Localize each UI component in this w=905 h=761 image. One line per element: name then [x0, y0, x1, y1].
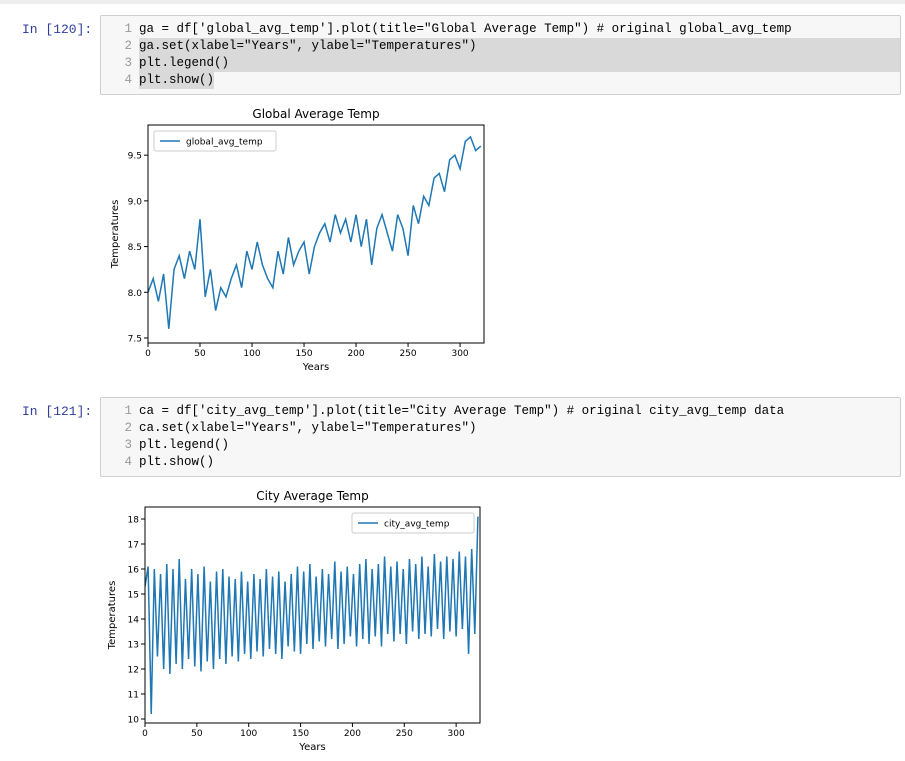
- line-number: 1: [124, 404, 132, 418]
- y-tick-label: 11: [128, 691, 139, 701]
- code-text: plt.legend(): [139, 55, 900, 72]
- line-number: 2: [124, 421, 132, 435]
- legend-label: global_avg_temp: [186, 138, 263, 148]
- y-tick-label: 16: [128, 566, 140, 576]
- legend-box: [153, 130, 277, 152]
- x-tick-label: 150: [292, 729, 309, 739]
- x-tick-label: 250: [396, 729, 413, 739]
- code-text: ga.set(xlabel="Years", ylabel="Temperatu…: [139, 38, 900, 55]
- code-text: plt.legend(): [139, 438, 230, 452]
- x-tick-label: 0: [142, 729, 148, 739]
- y-tick-label: 15: [128, 591, 139, 601]
- y-tick-label: 14: [128, 616, 140, 626]
- x-tick-label: 150: [295, 349, 312, 359]
- x-tick-label: 200: [347, 349, 364, 359]
- plot-frame: [147, 124, 485, 344]
- data-line: [148, 135, 482, 329]
- code-line: 3 plt.legend(): [101, 437, 900, 454]
- code-line: 2 ga.set(xlabel="Years", ylabel="Temperat…: [101, 38, 900, 55]
- chart-title: Global Average Temp: [252, 107, 379, 121]
- chart-title: City Average Temp: [256, 489, 368, 503]
- y-tick-label: 9.0: [128, 197, 143, 207]
- code-text: plt.show(): [139, 455, 215, 469]
- prompt: In [121]:: [22, 404, 93, 419]
- line-number: 4: [124, 455, 132, 469]
- y-tick-label: 12: [128, 666, 139, 676]
- x-tick-label: 200: [344, 729, 361, 739]
- code-line: 1 ga = df['global_avg_temp'].plot(title="…: [101, 21, 900, 38]
- y-tick-label: 7.5: [128, 334, 142, 344]
- x-tick-label: 50: [191, 729, 203, 739]
- x-axis-label: Years: [298, 742, 325, 753]
- x-tick-label: 0: [145, 349, 151, 359]
- x-tick-label: 50: [194, 349, 206, 359]
- y-tick-label: 9.5: [128, 152, 142, 162]
- code-line: 4 plt.show(): [101, 454, 900, 471]
- line-number: 1: [124, 22, 132, 36]
- prompt: In [120]:: [22, 22, 93, 37]
- plot-frame: [144, 506, 481, 724]
- code-line: 3 plt.legend(): [101, 55, 900, 72]
- code-text: ga = df['global_avg_temp'].plot(title="G…: [139, 22, 792, 36]
- code-cell[interactable]: 1 ga = df['global_avg_temp'].plot(title="…: [100, 15, 901, 95]
- y-axis-label: Temperatures: [110, 200, 121, 270]
- line-number: 2: [124, 39, 132, 53]
- y-tick-label: 17: [128, 541, 139, 551]
- x-tick-label: 100: [243, 349, 260, 359]
- x-axis-label: Years: [302, 362, 329, 373]
- y-axis-label: Temperatures: [107, 581, 118, 651]
- line-number: 3: [124, 438, 132, 452]
- line-number: 4: [124, 73, 132, 87]
- code-cell[interactable]: 1 ca = df['city_avg_temp'].plot(title="Ci…: [100, 397, 901, 477]
- code-line: 2 ca.set(xlabel="Years", ylabel="Temperat…: [101, 420, 900, 437]
- line-number: 3: [124, 56, 132, 70]
- x-tick-label: 300: [451, 349, 468, 359]
- y-tick-label: 10: [128, 716, 140, 726]
- legend-label: city_avg_temp: [384, 520, 450, 530]
- legend-box: [351, 512, 475, 534]
- code-line: 4 plt.show(): [101, 72, 900, 89]
- y-tick-label: 13: [128, 641, 139, 651]
- code-text: plt.show(): [139, 72, 215, 89]
- code-line: 1 ca = df['city_avg_temp'].plot(title="Ci…: [101, 403, 900, 420]
- y-tick-label: 8.0: [128, 289, 143, 299]
- data-line: [145, 516, 479, 715]
- x-tick-label: 300: [448, 729, 465, 739]
- code-text: ca.set(xlabel="Years", ylabel="Temperatu…: [139, 421, 477, 435]
- x-tick-label: 250: [399, 349, 416, 359]
- code-text: ca = df['city_avg_temp'].plot(title="Cit…: [139, 404, 785, 418]
- y-tick-label: 8.5: [128, 243, 142, 253]
- toolbar-edge: [0, 0, 905, 4]
- x-tick-label: 100: [240, 729, 257, 739]
- y-tick-label: 18: [128, 516, 140, 526]
